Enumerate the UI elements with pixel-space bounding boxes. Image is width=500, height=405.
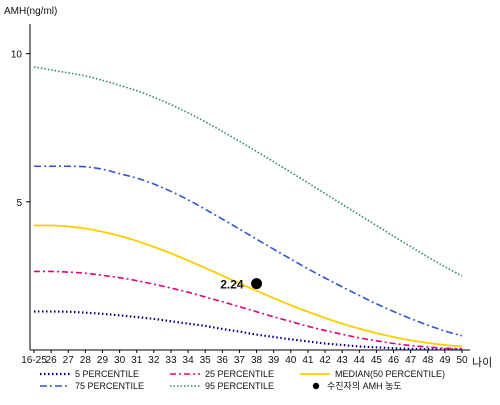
x-tick-label: 27 (63, 355, 75, 366)
x-tick-label: 49 (439, 355, 451, 366)
y-tick-label: 5 (16, 198, 22, 209)
x-tick-label: 35 (200, 355, 212, 366)
series-line-75-percentile (34, 165, 463, 337)
legend-label: 수진자의 AMH 농도 (327, 381, 402, 391)
x-axis-title: 나이 (472, 356, 492, 369)
series-line-25-percentile (33, 270, 463, 350)
y-tick-label: 10 (11, 50, 23, 61)
x-tick-label: 29 (97, 355, 109, 366)
x-tick-label: 37 (234, 355, 246, 366)
patient-point: 2.24 (220, 278, 263, 292)
x-tick-label: 16-25 (21, 355, 47, 366)
x-tick-label: 39 (268, 355, 280, 366)
series-line-median-50-percentile (33, 224, 463, 348)
series-line-5-percentile (33, 310, 463, 351)
x-tick-label: 43 (337, 355, 349, 366)
x-tick-label: 26 (46, 355, 58, 366)
x-tick-label: 42 (319, 355, 331, 366)
patient-point-label: 2.24 (220, 278, 244, 292)
x-tick-label: 34 (183, 355, 195, 366)
y-ticks: 5 10 (11, 50, 30, 209)
x-tick-label: 31 (131, 355, 143, 366)
x-tick-label: 45 (371, 355, 383, 366)
x-tick-label: 28 (80, 355, 92, 366)
x-tick-label: 32 (148, 355, 160, 366)
x-tick-label: 44 (354, 355, 366, 366)
x-tick-label: 38 (251, 355, 263, 366)
legend-label: 5 PERCENTILE (75, 369, 139, 379)
legend: 5 PERCENTILE 25 PERCENTILE MEDIAN(50 PERCE… (40, 369, 445, 391)
y-axis-title: AMH(ng/ml) (4, 6, 57, 17)
series-lines (33, 66, 463, 351)
x-tick-label: 48 (422, 355, 434, 366)
x-tick-label: 30 (114, 355, 126, 366)
patient-point-marker (251, 278, 263, 290)
series-line-95-percentile (33, 66, 463, 277)
legend-label: 75 PERCENTILE (75, 381, 144, 391)
x-tick-label: 47 (405, 355, 417, 366)
x-tick-label: 33 (165, 355, 177, 366)
x-tick-label: 50 (456, 355, 468, 366)
x-tick-label: 41 (302, 355, 314, 366)
x-tick-label: 40 (285, 355, 297, 366)
legend-label: 25 PERCENTILE (205, 369, 274, 379)
x-tick-label: 46 (388, 355, 400, 366)
x-tick-label: 36 (217, 355, 229, 366)
legend-swatch-point (312, 382, 320, 390)
legend-label: 95 PERCENTILE (205, 381, 274, 391)
legend-label: MEDIAN(50 PERCENTILE) (335, 369, 445, 379)
